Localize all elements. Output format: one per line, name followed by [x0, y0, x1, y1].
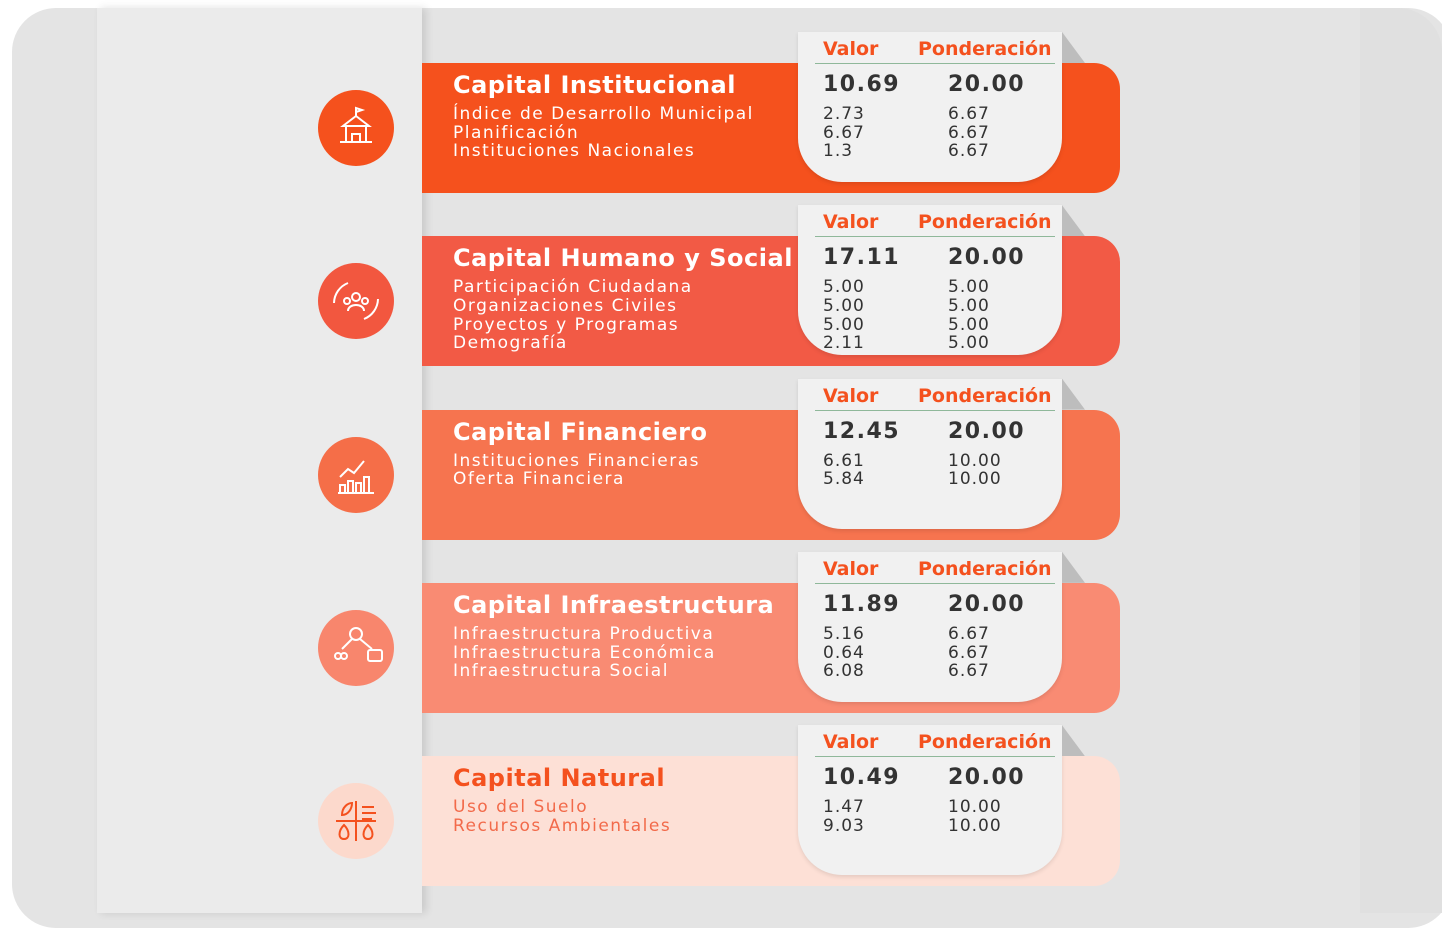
- item-label: Índice de Desarrollo Municipal: [453, 104, 754, 124]
- icon-circle: [318, 263, 394, 340]
- icon-circle: [318, 609, 394, 686]
- icon-circle: [318, 783, 394, 860]
- item-weight: 6.67: [948, 623, 990, 644]
- column-header: Valor: [823, 211, 879, 234]
- icon-circle: [318, 90, 394, 166]
- item-label: Infraestructura Productiva: [453, 623, 715, 644]
- column-header: Valor: [823, 557, 879, 580]
- item-label: Oferta Financiera: [453, 469, 625, 490]
- item-weight: 6.67: [948, 642, 990, 663]
- total-weight: 20.00: [948, 591, 1026, 617]
- value-card: [798, 725, 1062, 876]
- item-weight: 6.67: [948, 141, 990, 162]
- title: Capital Institucional: [453, 71, 736, 99]
- item-value: 5.16: [823, 623, 865, 644]
- item-weight: 10.00: [948, 469, 1002, 490]
- item-value: 2.11: [823, 333, 865, 354]
- icon: [336, 801, 376, 842]
- item-weight: 6.67: [948, 661, 990, 682]
- item-label: Infraestructura Social: [453, 661, 669, 682]
- item-label: Instituciones Nacionales: [453, 141, 696, 162]
- total-value: 11.89: [823, 591, 901, 617]
- total-value: 10.69: [823, 72, 901, 97]
- column-header: Ponderación: [918, 731, 1052, 754]
- item-value: 1.47: [823, 797, 865, 818]
- column-header: Valor: [823, 38, 879, 60]
- item-value: 2.73: [823, 104, 865, 124]
- title: Capital Humano y Social: [453, 244, 793, 273]
- item-value: 0.64: [823, 642, 865, 663]
- value-card: [798, 32, 1062, 182]
- total-weight: 20.00: [948, 418, 1026, 444]
- item-value: 9.03: [823, 815, 865, 836]
- item-value: 5.84: [823, 469, 865, 490]
- item-label: Organizaciones Civiles: [453, 296, 678, 316]
- item-value: 6.61: [823, 450, 865, 471]
- icon: [333, 282, 379, 321]
- icon: [338, 459, 374, 494]
- item-weight: 6.67: [948, 122, 990, 143]
- column-header: Ponderación: [918, 211, 1052, 234]
- item-label: Participación Ciudadana: [453, 277, 693, 298]
- item-weight: 10.00: [948, 797, 1002, 818]
- item-label: Uso del Suelo: [453, 797, 589, 818]
- icon: [340, 106, 372, 143]
- header-rule: [815, 582, 1055, 584]
- header-rule: [815, 409, 1055, 411]
- column-header: Valor: [823, 731, 879, 754]
- icon: [334, 626, 383, 662]
- item-label: Planificación: [453, 122, 580, 143]
- item-label: Proyectos y Programas: [453, 314, 680, 335]
- item-weight: 5.00: [948, 296, 990, 316]
- item-value: 5.00: [823, 277, 865, 298]
- item-weight: 5.00: [948, 314, 990, 335]
- header-rule: [815, 236, 1055, 238]
- value-card: [798, 205, 1062, 356]
- column-header: Valor: [823, 384, 879, 407]
- total-value: 17.11: [823, 245, 901, 271]
- item-label: Instituciones Financieras: [453, 450, 700, 471]
- value-card: [798, 378, 1062, 529]
- item-weight: 5.00: [948, 277, 990, 298]
- item-value: 5.00: [823, 314, 865, 335]
- item-value: 1.3: [823, 141, 854, 162]
- total-weight: 20.00: [948, 765, 1026, 791]
- total-value: 12.45: [823, 418, 901, 444]
- total-value: 10.49: [823, 765, 901, 791]
- item-value: 6.67: [823, 122, 865, 143]
- item-weight: 10.00: [948, 815, 1002, 836]
- item-label: Recursos Ambientales: [453, 815, 672, 836]
- item-weight: 10.00: [948, 450, 1002, 471]
- item-weight: 5.00: [948, 333, 990, 354]
- column-header: Ponderación: [918, 557, 1052, 580]
- column-header: Ponderación: [918, 384, 1052, 407]
- item-label: Infraestructura Económica: [453, 642, 716, 663]
- header-rule: [815, 63, 1055, 64]
- icon-circle: [318, 436, 394, 513]
- total-weight: 20.00: [948, 245, 1026, 271]
- item-weight: 6.67: [948, 104, 990, 124]
- title: Capital Natural: [453, 764, 666, 793]
- header-rule: [815, 756, 1055, 758]
- column-header: Ponderación: [918, 38, 1052, 60]
- title: Capital Financiero: [453, 417, 708, 446]
- right-strip: [1360, 8, 1442, 913]
- item-value: 5.00: [823, 296, 865, 316]
- title: Capital Infraestructura: [453, 590, 775, 619]
- item-label: Demografía: [453, 333, 568, 354]
- total-weight: 20.00: [948, 72, 1026, 97]
- item-value: 6.08: [823, 661, 865, 682]
- value-card: [798, 551, 1062, 702]
